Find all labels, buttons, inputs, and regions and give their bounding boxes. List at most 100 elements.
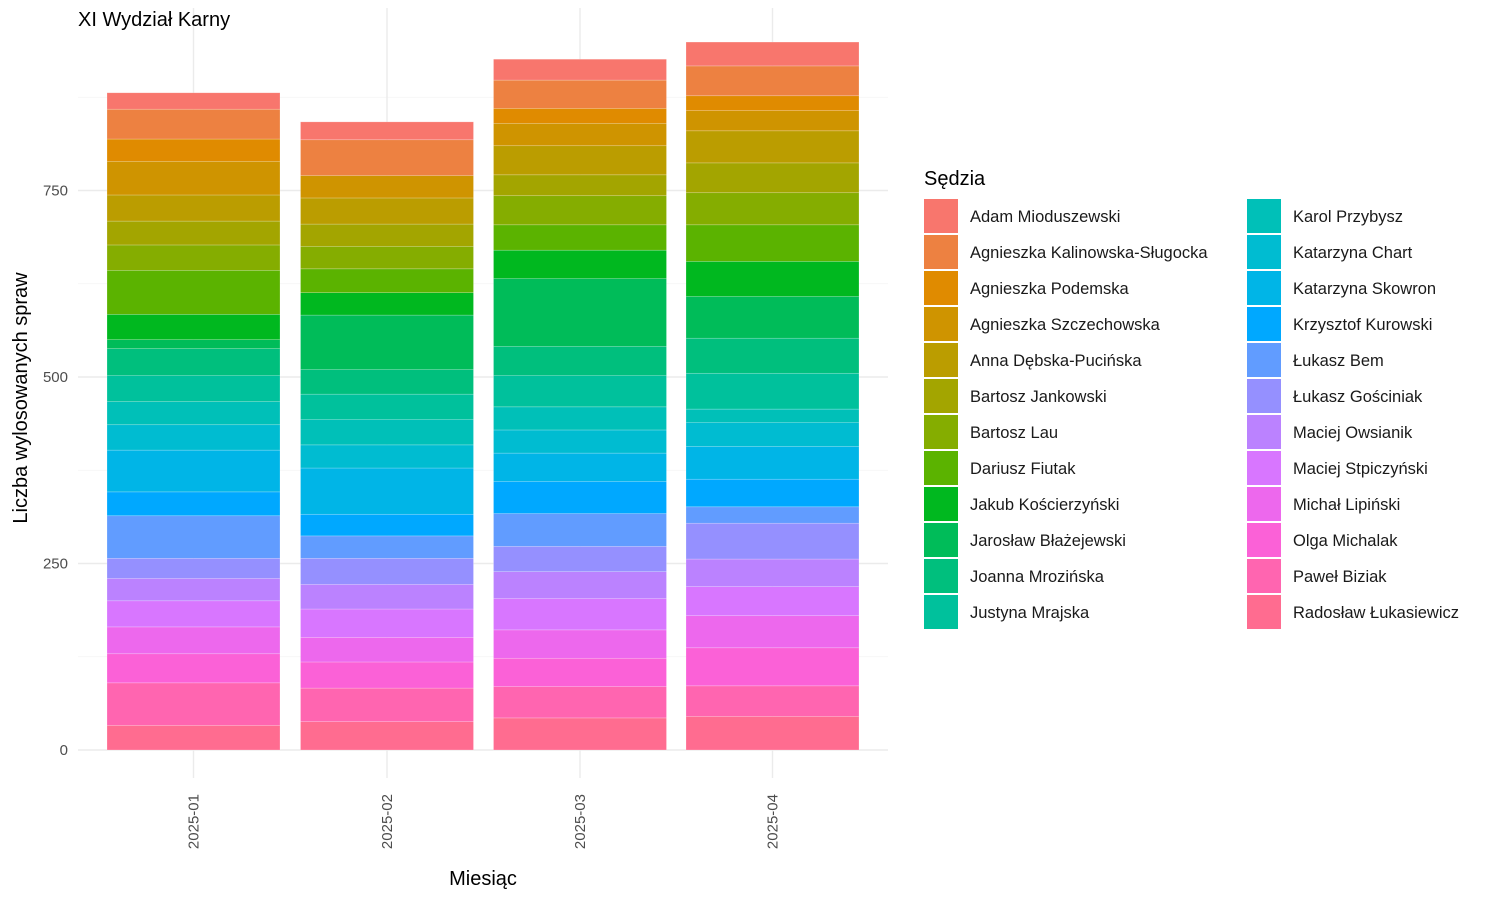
legend-item: Agnieszka Podemska [924,271,1129,305]
bar-segment [106,270,281,315]
legend-key [924,199,958,233]
bar-segment [493,108,667,124]
bar-segment [493,546,667,573]
legend-key [924,595,958,629]
bar-segment [493,174,667,197]
bar-segment [493,452,667,482]
legend-label: Adam Mioduszewski [970,208,1120,226]
legend-title: Sędzia [924,168,986,190]
legend-key [1247,487,1281,521]
legend-label: Jarosław Błażejewski [970,532,1126,550]
legend-item: Agnieszka Szczechowska [924,307,1161,341]
bar-segment [685,162,860,194]
bar-segment [493,686,667,719]
bar-segment [300,535,474,559]
bar-segment [685,647,860,687]
bar-segment [493,249,667,279]
bar-segment [300,584,474,610]
legend-key [1247,523,1281,557]
legend-key [924,307,958,341]
bar-segment [106,449,281,493]
bar-segment [685,224,860,262]
bar-segment [106,220,281,246]
legend-item: Michał Lipiński [1247,487,1400,521]
bar-segment [106,424,281,451]
legend-label: Paweł Biziak [1293,568,1387,586]
legend-key [924,487,958,521]
bar-segment [300,637,474,663]
legend-label: Dariusz Fiutak [970,460,1076,478]
bar-segment [106,682,281,726]
legend-key [924,271,958,305]
bar-segment [106,557,281,579]
bar-segment [106,138,281,162]
bar-segment [106,626,281,655]
legend-item: Joanna Mrozińska [924,559,1105,593]
bar-segment [106,578,281,602]
legend-label: Karol Przybysz [1293,208,1403,226]
legend-key [1247,559,1281,593]
bar-segment [685,65,860,97]
bar-segment [685,408,860,423]
legend: Sędzia Adam Mioduszewski Agnieszka Kalino… [924,168,1459,629]
bar-segment [685,110,860,132]
legend-label: Bartosz Jankowski [970,388,1107,406]
bar-segment [685,685,860,717]
bar-segment [106,653,281,684]
legend-label: Justyna Mrajska [970,604,1090,622]
bar-segment [106,194,281,222]
legend-item: Łukasz Gościniak [1247,379,1423,413]
bar-segment [300,557,474,585]
y-tick-label: 0 [60,742,68,759]
legend-item: Jarosław Błażejewski [924,523,1126,557]
legend-item: Maciej Stpiczyński [1247,451,1428,485]
bar-segment [493,513,667,547]
bar-segment [300,608,474,638]
bar-segment [493,629,667,659]
legend-label: Maciej Owsianik [1293,424,1413,442]
legend-item: Bartosz Jankowski [924,379,1107,413]
legend-label: Bartosz Lau [970,424,1058,442]
x-axis-ticks: 2025-01 2025-02 2025-03 2025-04 [186,794,782,849]
bar-segment [106,515,281,559]
legend-item: Jakub Kościerzyński [924,487,1119,521]
chart-title: XI Wydział Karny [78,9,230,31]
bar-segment [300,513,474,537]
legend-label: Olga Michalak [1293,532,1398,550]
x-axis-title: Miesiąc [449,868,517,890]
bar-segment [493,717,667,751]
bar-segment [493,195,667,226]
legend-item: Katarzyna Chart [1247,235,1413,269]
bar-segment [106,600,281,628]
legend-label: Agnieszka Kalinowska-Sługocka [970,244,1208,262]
bar-segment [685,586,860,617]
bar-segment [106,491,281,517]
bar-segment [300,121,474,141]
legend-key [924,415,958,449]
legend-key [1247,235,1281,269]
bar-segment [300,661,474,689]
bar-segment [106,314,281,340]
legend-item: Anna Dębska-Pucińska [924,343,1142,377]
bar-segment [493,346,667,376]
legend-key [1247,343,1281,377]
bar-segment [493,571,667,599]
bar-segment [300,687,474,722]
bar-segment [106,92,281,110]
bar-segment [493,481,667,514]
legend-key [924,379,958,413]
bar-segment [685,522,860,560]
bar-segment [300,268,474,294]
bar-segment [493,224,667,251]
legend-item: Maciej Owsianik [1247,415,1413,449]
bar-segment [685,296,860,339]
bar-segment [685,95,860,111]
legend-item: Bartosz Lau [924,415,1058,449]
bar-segment [300,467,474,515]
bar-segment [685,422,860,447]
legend-label: Łukasz Gościniak [1293,388,1423,406]
bar-segment [493,375,667,408]
legend-key [1247,199,1281,233]
legend-item: Krzysztof Kurowski [1247,307,1432,341]
